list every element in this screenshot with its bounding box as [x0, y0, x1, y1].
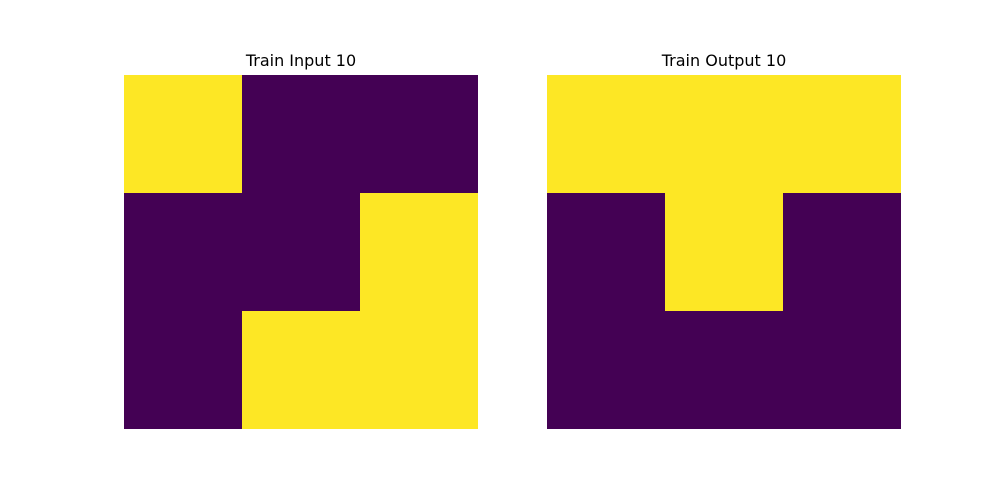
- train-input-panel: Train Input 10: [124, 0, 478, 500]
- train-input-title: Train Input 10: [245, 51, 357, 70]
- grid-cell-r1-c2: [783, 193, 901, 312]
- grid-cell-r2-c1: [242, 311, 361, 429]
- train-output-grid: [547, 75, 901, 429]
- grid-cell-r2-c0: [124, 311, 243, 429]
- grid-cell-r1-c1: [665, 193, 784, 312]
- grid-cell-r0-c0: [124, 75, 243, 194]
- grid-cell-r1-c2: [360, 193, 478, 312]
- grid-cell-r2-c1: [665, 311, 784, 429]
- grid-cell-r0-c1: [242, 75, 361, 194]
- grid-cell-r0-c2: [783, 75, 901, 194]
- grid-cell-r1-c1: [242, 193, 361, 312]
- train-input-grid: [124, 75, 478, 429]
- grid-cell-r1-c0: [547, 193, 666, 312]
- grid-cell-r0-c2: [360, 75, 478, 194]
- grid-cell-r2-c2: [360, 311, 478, 429]
- grid-cell-r0-c1: [665, 75, 784, 194]
- grid-cell-r2-c0: [547, 311, 666, 429]
- train-output-title: Train Output 10: [661, 51, 787, 70]
- train-output-panel: Train Output 10: [547, 0, 901, 500]
- grid-cell-r0-c0: [547, 75, 666, 194]
- grid-cell-r2-c2: [783, 311, 901, 429]
- grid-cell-r1-c0: [124, 193, 243, 312]
